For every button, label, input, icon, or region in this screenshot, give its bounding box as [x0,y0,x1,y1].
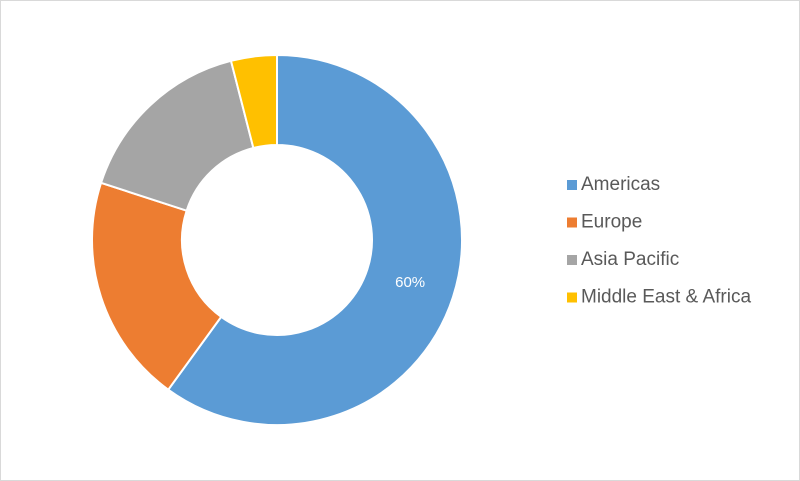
donut-slice [91,181,223,392]
legend-label: Middle East & Africa [581,287,751,308]
legend-label: Americas [581,174,660,195]
donut-slice [229,53,278,150]
legend-swatch [567,292,577,303]
data-label: 60% [395,274,425,291]
legend-label: Europe [581,212,642,233]
donut-slice [166,53,463,426]
legend-swatch [567,180,577,190]
legend-swatch [567,255,577,265]
legend-swatch [567,217,577,228]
legend-label: Asia Pacific [581,249,679,270]
donut-slice [99,59,255,212]
